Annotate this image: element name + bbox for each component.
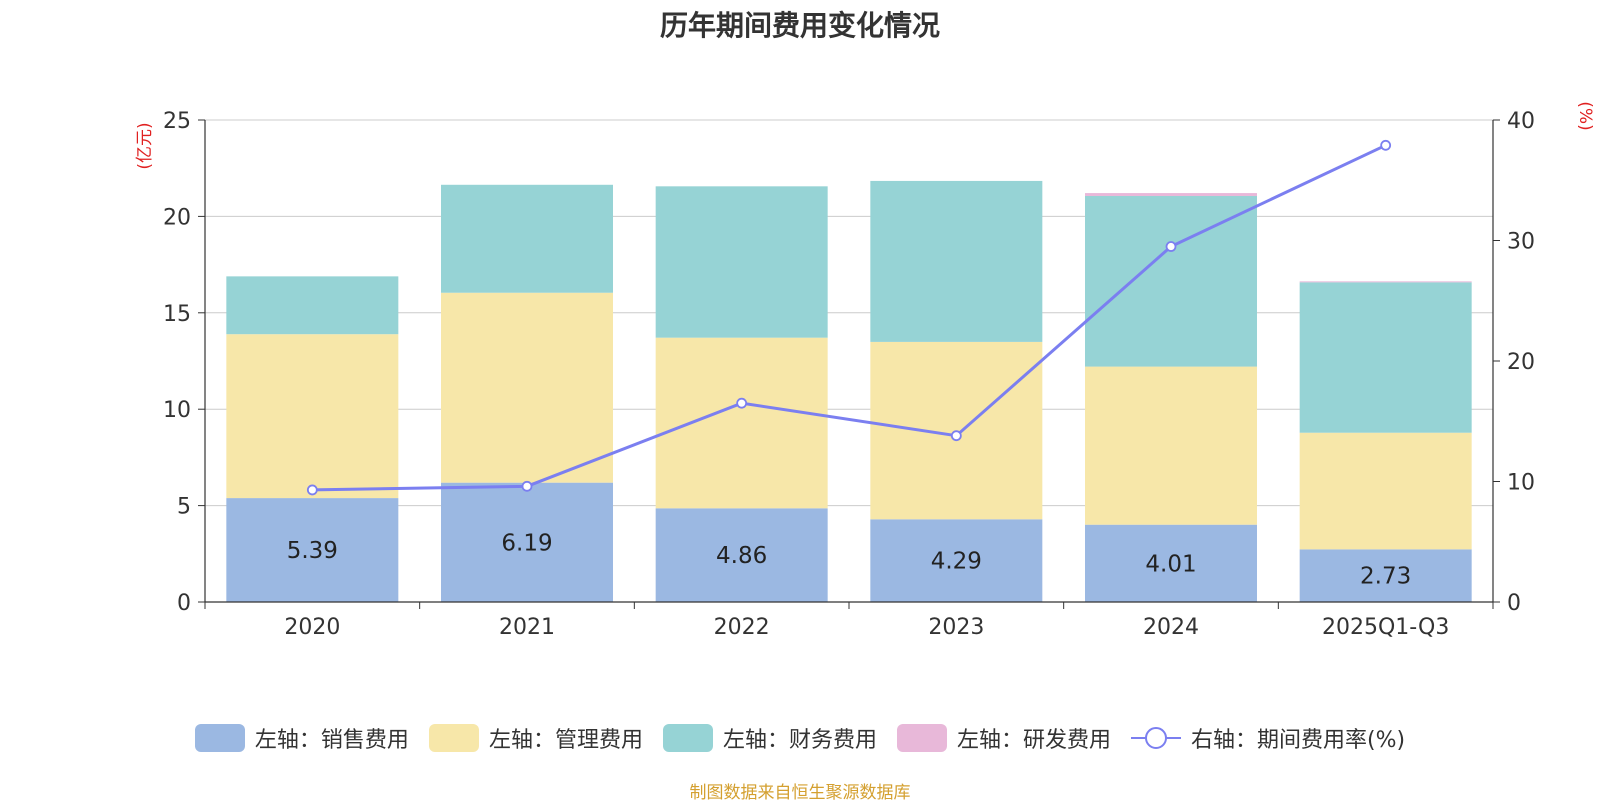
legend-swatch-rnd <box>896 724 947 752</box>
bar-segment-3 <box>1299 281 1472 283</box>
bar-segment-0 <box>226 498 399 602</box>
bar-segment-1 <box>655 337 828 509</box>
bar-data-label: 4.29 <box>931 549 982 575</box>
y-right-tick-label: 10 <box>1507 471 1535 496</box>
legend-label-rnd: 左轴：研发费用 <box>956 728 1111 753</box>
legend-line-marker-icon <box>1130 727 1181 749</box>
x-tick-label: 2020 <box>284 615 340 640</box>
chart-legend: 左轴：销售费用 左轴：管理费用 左轴：财务费用 左轴：研发费用 右轴：期间费用率… <box>0 722 1600 754</box>
x-tick-label: 2023 <box>928 615 984 640</box>
rate-line <box>312 143 1387 492</box>
bar-data-label: 5.39 <box>287 538 338 564</box>
x-tick-label: 2025Q1-Q3 <box>1322 615 1449 640</box>
legend-item-rate[interactable]: 右轴：期间费用率(%) <box>1130 722 1406 754</box>
y-left-tick-label: 10 <box>163 398 191 423</box>
bar-data-label: 6.19 <box>501 530 552 556</box>
bar-data-label: 4.01 <box>1145 551 1196 577</box>
x-tick-label: 2022 <box>714 615 770 640</box>
bar-segment-2 <box>870 180 1043 342</box>
legend-label-admin: 左轴：管理费用 <box>488 728 643 753</box>
y-left-tick-label: 20 <box>163 205 191 230</box>
y-right-tick-label: 40 <box>1507 109 1535 134</box>
x-tick-label: 2021 <box>499 615 555 640</box>
legend-item-finance[interactable]: 左轴：财务费用 <box>662 722 877 754</box>
rate-point <box>736 397 748 409</box>
legend-swatch-finance <box>662 724 713 752</box>
x-tick-label: 2024 <box>1143 615 1199 640</box>
bar-segment-2 <box>1085 195 1257 367</box>
y-left-tick-label: 0 <box>177 591 191 616</box>
bar-segment-2 <box>441 184 613 293</box>
legend-item-rnd[interactable]: 左轴：研发费用 <box>896 722 1111 754</box>
rate-point <box>521 480 533 492</box>
bar-segment-1 <box>1085 366 1257 525</box>
bar-segment-2 <box>655 186 828 338</box>
rate-point <box>306 484 318 496</box>
bar-segment-1 <box>441 292 613 483</box>
bar-segment-3 <box>1085 193 1257 196</box>
y-left-tick-label: 25 <box>163 109 191 134</box>
bar-segment-2 <box>226 276 399 335</box>
y-left-unit-label: (亿元) <box>135 122 155 169</box>
chart-title: 历年期间费用变化情况 <box>659 9 940 42</box>
bar-segment-0 <box>655 508 828 602</box>
rate-point <box>950 430 962 442</box>
legend-item-sales[interactable]: 左轴：销售费用 <box>194 722 409 754</box>
y-left-tick-label: 5 <box>177 495 191 520</box>
y-right-unit-label: (%) <box>1575 101 1595 130</box>
bar-segment-2 <box>1299 282 1472 433</box>
y-right-tick-label: 0 <box>1507 591 1521 616</box>
legend-label-finance: 左轴：财务费用 <box>722 728 877 753</box>
bar-data-label: 2.73 <box>1360 564 1411 590</box>
rate-point <box>1380 139 1392 151</box>
y-left-tick-label: 15 <box>163 302 191 327</box>
legend-item-admin[interactable]: 左轴：管理费用 <box>428 722 643 754</box>
bar-data-label: 4.86 <box>716 543 767 569</box>
legend-swatch-sales <box>194 724 245 752</box>
bar-segment-0 <box>1085 524 1257 602</box>
legend-swatch-admin <box>428 724 479 752</box>
bar-segment-0 <box>441 482 613 602</box>
source-note: 制图数据来自恒生聚源数据库 <box>689 783 911 803</box>
rate-point <box>1165 241 1177 252</box>
chart-canvas: 0 5 10 15 20 25 0 10 20 30 40 (亿元) (%) 5.39 2020 6.19 20… <box>135 101 1595 640</box>
y-right-tick-label: 30 <box>1507 230 1535 255</box>
legend-label-sales: 左轴：销售费用 <box>254 728 409 753</box>
y-right-tick-label: 20 <box>1507 350 1535 375</box>
bar-segment-1 <box>1299 432 1472 550</box>
bar-segment-1 <box>226 334 399 499</box>
legend-label-rate: 右轴：期间费用率(%) <box>1190 728 1406 753</box>
bar-segment-0 <box>1299 549 1472 602</box>
bar-segment-0 <box>870 519 1043 602</box>
